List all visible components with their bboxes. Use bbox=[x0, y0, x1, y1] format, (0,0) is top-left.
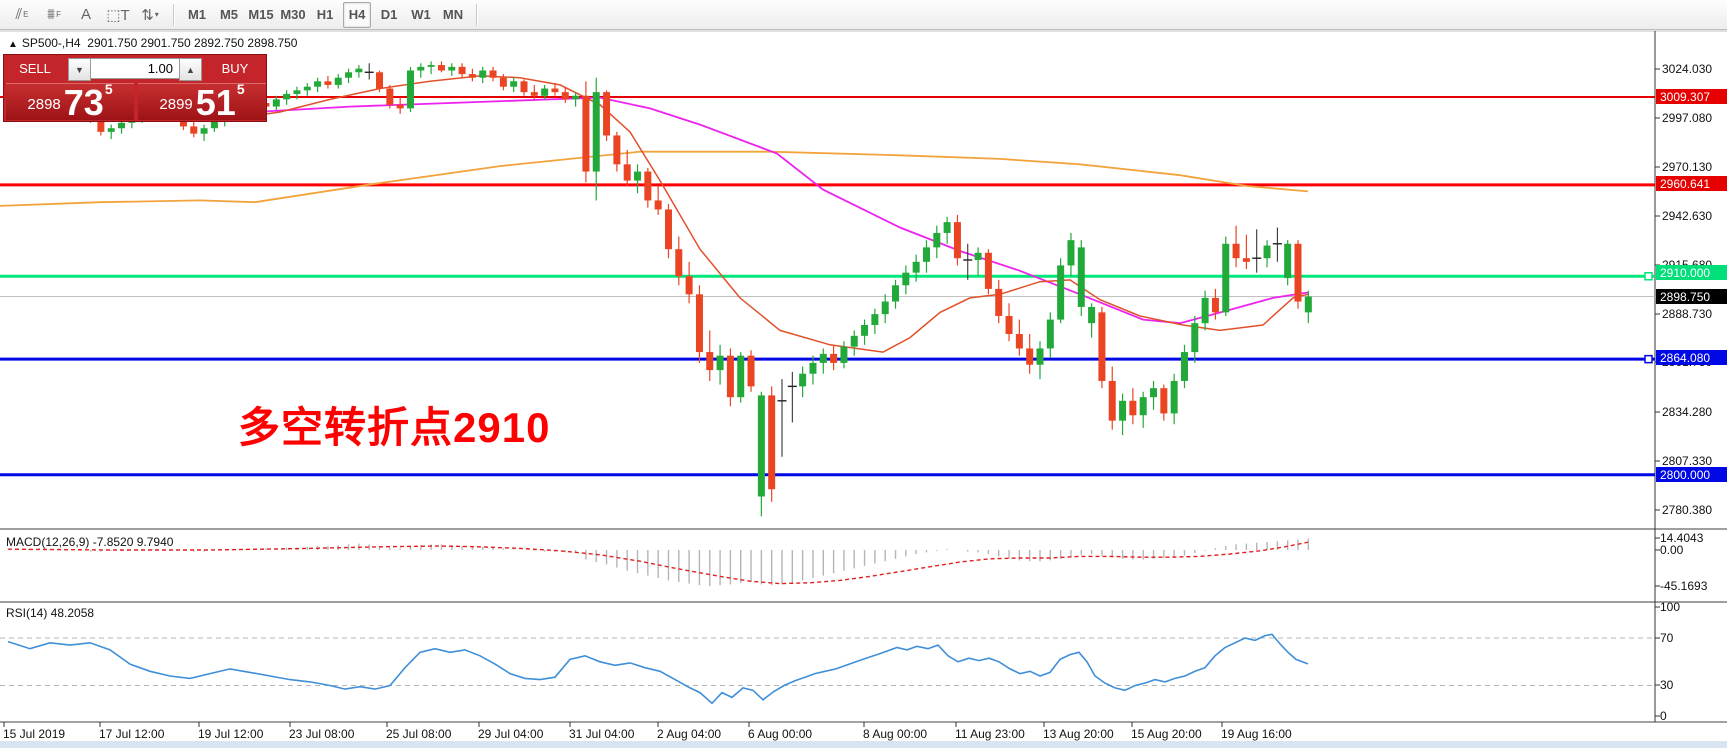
price-badge: 2898.750 bbox=[1656, 289, 1727, 304]
timeframe-w1-button[interactable]: W1 bbox=[411, 7, 431, 22]
buy-price-box[interactable]: 2899 51 5 bbox=[138, 81, 266, 123]
text-label-icon[interactable]: A bbox=[80, 6, 91, 23]
price-tick-label: 2780.380 bbox=[1662, 503, 1713, 517]
date-tick-label: 23 Jul 08:00 bbox=[289, 727, 355, 741]
line-drag-handle bbox=[1644, 272, 1653, 281]
macd-histogram bbox=[7, 538, 1310, 587]
price-tick-label: 2834.280 bbox=[1662, 405, 1713, 419]
date-tick-label: 13 Aug 20:00 bbox=[1043, 727, 1114, 741]
volume-stepper: ▼ 1.00 ▲ bbox=[68, 58, 202, 81]
horizontal-price-lines[interactable] bbox=[0, 96, 1655, 477]
price-badge: 2800.000 bbox=[1656, 467, 1727, 482]
toolbar: ⫽ E ⩩ F A ⬚T ⇅ ▾ M1 M5 M15 M30 H1 H4 D1 W1 MN bbox=[0, 0, 1727, 30]
sell-price-big: 73 bbox=[63, 82, 104, 123]
ma-fast-line bbox=[7, 75, 1309, 353]
grid-f-icon[interactable]: ⩩ F bbox=[47, 6, 61, 23]
macd-tick-label: 0.00 bbox=[1660, 543, 1684, 557]
date-tick-label: 15 Aug 20:00 bbox=[1131, 727, 1202, 741]
buy-price-sup: 5 bbox=[236, 81, 245, 97]
sell-price-box[interactable]: 2898 73 5 bbox=[6, 81, 134, 123]
date-tick-label: 19 Jul 12:00 bbox=[198, 727, 264, 741]
volume-increase-button[interactable]: ▲ bbox=[179, 58, 202, 81]
timeframe-h1-button[interactable]: H1 bbox=[316, 7, 334, 22]
chart-text-annotation: 多空转折点2910 bbox=[238, 404, 551, 451]
chart-title-text: SP500-,H4 2901.750 2901.750 2892.750 289… bbox=[21, 36, 298, 50]
sell-price-small: 2898 bbox=[27, 96, 61, 113]
line-drag-handle bbox=[1644, 354, 1653, 364]
timeframe-m5-button[interactable]: M5 bbox=[219, 7, 239, 22]
macd-tick-label: -45.1693 bbox=[1660, 579, 1708, 593]
price-tick-label: 2942.630 bbox=[1662, 209, 1713, 223]
one-click-trade-panel: SELL ▼ 1.00 ▲ BUY 2898 73 5 2899 51 5 bbox=[3, 54, 267, 122]
rsi-tick-label: 100 bbox=[1660, 600, 1681, 614]
axis-tick-marks bbox=[3, 68, 1660, 727]
date-tick-label: 29 Jul 04:00 bbox=[478, 727, 544, 741]
timeframe-mn-button[interactable]: MN bbox=[442, 7, 464, 22]
volume-input[interactable]: 1.00 bbox=[91, 58, 179, 79]
text-box-icon[interactable]: ⬚T bbox=[106, 6, 130, 24]
timeframe-h4-button[interactable]: H4 bbox=[343, 1, 371, 28]
date-tick-label: 6 Aug 00:00 bbox=[748, 727, 813, 741]
macd-signal-line bbox=[7, 541, 1309, 585]
collapse-triangle-icon[interactable]: ▲ bbox=[8, 39, 18, 50]
timeframe-m1-button[interactable]: M1 bbox=[187, 7, 207, 22]
sell-button[interactable]: SELL bbox=[19, 61, 51, 76]
macd-panel bbox=[7, 538, 1310, 587]
volume-decrease-button[interactable]: ▼ bbox=[68, 58, 91, 81]
timeframe-m30-button[interactable]: M30 bbox=[280, 7, 306, 22]
price-badge: 3009.307 bbox=[1656, 89, 1727, 104]
candles-layer bbox=[4, 61, 1312, 517]
price-tick-label: 2807.330 bbox=[1662, 454, 1713, 468]
price-tick-label: 2888.730 bbox=[1662, 307, 1713, 321]
rsi-line bbox=[7, 633, 1309, 705]
price-badge: 2960.641 bbox=[1656, 176, 1727, 191]
rsi-tick-label: 70 bbox=[1660, 631, 1674, 645]
buy-price-small: 2899 bbox=[159, 96, 193, 113]
price-badge: 2864.080 bbox=[1656, 350, 1727, 365]
moving-averages bbox=[0, 75, 1309, 353]
rsi-panel bbox=[0, 633, 1655, 705]
trendlines-e-icon[interactable]: ⫽ E bbox=[15, 6, 29, 23]
objects-sort-icon[interactable]: ⇅ ▾ bbox=[141, 6, 159, 24]
sell-price-sup: 5 bbox=[104, 81, 113, 97]
price-tick-label: 2970.130 bbox=[1662, 160, 1713, 174]
panel-separators bbox=[0, 30, 1727, 723]
date-tick-label: 31 Jul 04:00 bbox=[569, 727, 635, 741]
timeframe-m15-button[interactable]: M15 bbox=[248, 7, 274, 22]
price-badge: 2910.000 bbox=[1656, 265, 1727, 280]
rsi-tick-label: 30 bbox=[1660, 678, 1674, 692]
price-tick-label: 3024.030 bbox=[1662, 62, 1713, 76]
date-tick-label: 8 Aug 00:00 bbox=[863, 727, 928, 741]
date-tick-label: 11 Aug 23:00 bbox=[955, 727, 1025, 741]
timeframe-d1-button[interactable]: D1 bbox=[380, 7, 398, 22]
macd-tick-label: 14.4043 bbox=[1660, 531, 1704, 545]
date-tick-label: 15 Jul 2019 bbox=[3, 727, 66, 741]
chart-title: ▲ SP500-,H4 2901.750 2901.750 2892.750 28… bbox=[8, 36, 297, 50]
buy-price-big: 51 bbox=[195, 82, 236, 123]
buy-button[interactable]: BUY bbox=[221, 61, 249, 76]
window-bottom-strip bbox=[0, 741, 1727, 748]
date-tick-label: 17 Jul 12:00 bbox=[99, 727, 165, 741]
ma-slow-line bbox=[0, 150, 1309, 207]
rsi-label: RSI(14) 48.2058 bbox=[6, 606, 95, 620]
date-tick-label: 25 Jul 08:00 bbox=[386, 727, 452, 741]
date-tick-label: 19 Aug 16:00 bbox=[1221, 727, 1292, 741]
price-tick-label: 2997.080 bbox=[1662, 111, 1713, 125]
macd-label: MACD(12,26,9) -7.8520 9.7940 bbox=[6, 535, 174, 549]
date-tick-label: 2 Aug 04:00 bbox=[657, 727, 722, 741]
rsi-tick-label: 0 bbox=[1660, 709, 1667, 723]
